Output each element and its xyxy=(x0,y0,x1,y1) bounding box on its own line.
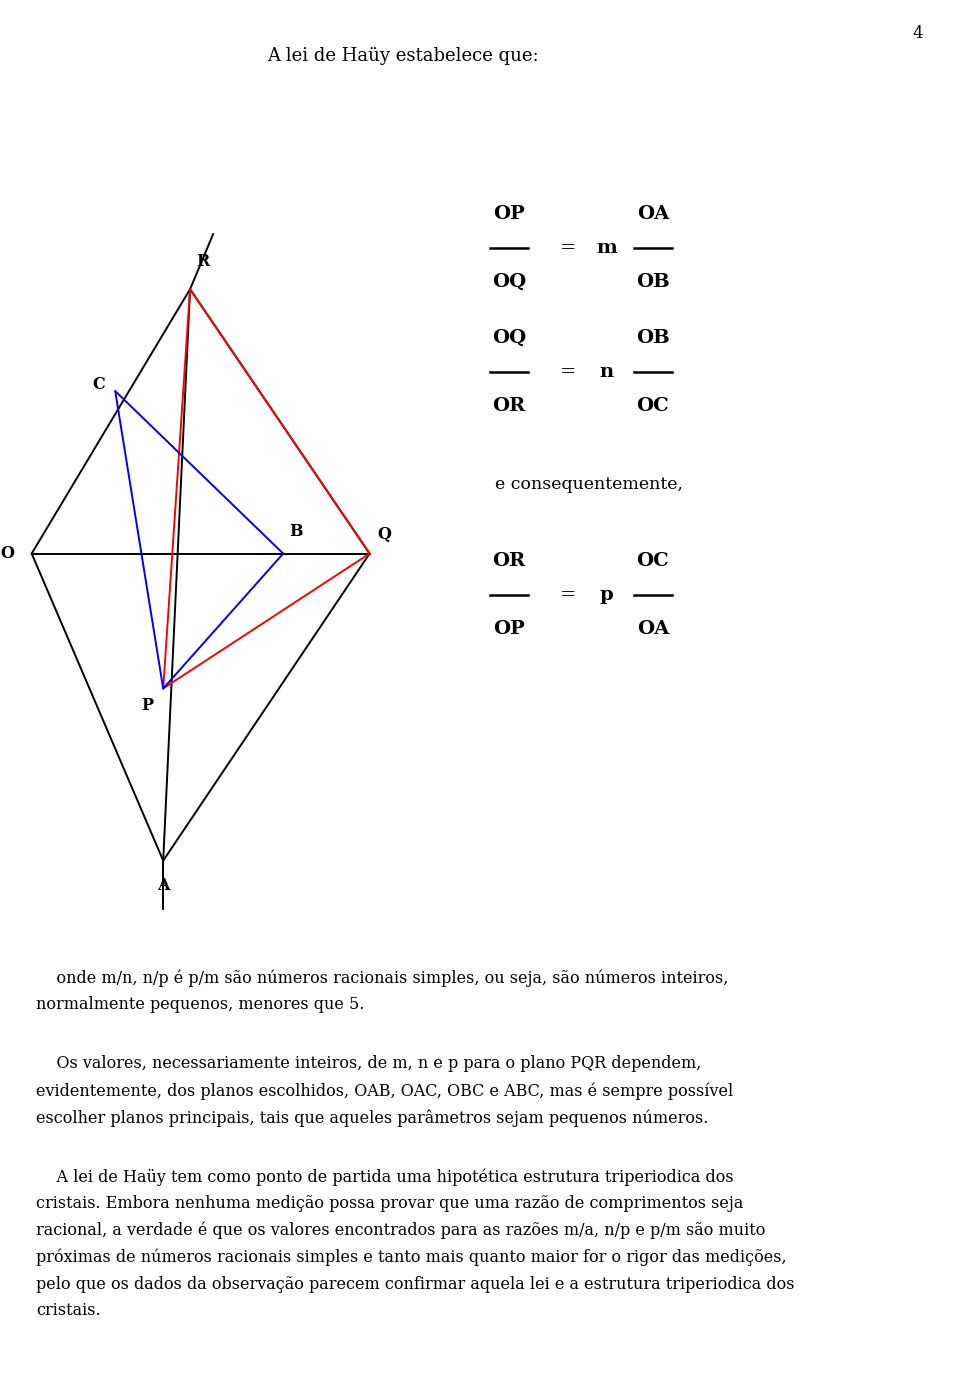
Text: OR: OR xyxy=(492,397,525,414)
Text: OQ: OQ xyxy=(492,273,526,291)
Text: OP: OP xyxy=(492,620,525,638)
Text: OC: OC xyxy=(636,552,669,570)
Text: OA: OA xyxy=(636,205,669,223)
Text: Q: Q xyxy=(377,526,392,543)
Text: OP: OP xyxy=(492,205,525,223)
Text: m: m xyxy=(596,238,617,257)
Text: pelo que os dados da observação parecem confirmar aquela lei e a estrutura tripe: pelo que os dados da observação parecem … xyxy=(36,1275,795,1293)
Text: R: R xyxy=(196,253,209,270)
Text: B: B xyxy=(289,523,302,540)
Text: =: = xyxy=(560,362,577,381)
Text: O: O xyxy=(0,545,14,562)
Text: Os valores, necessariamente inteiros, de m, n e p para o plano PQR dependem,: Os valores, necessariamente inteiros, de… xyxy=(36,1055,702,1073)
Text: P: P xyxy=(142,697,154,713)
Text: =: = xyxy=(560,238,577,257)
Text: OC: OC xyxy=(636,397,669,414)
Text: C: C xyxy=(93,376,106,392)
Text: próximas de números racionais simples e tanto mais quanto maior for o rigor das : próximas de números racionais simples e … xyxy=(36,1249,787,1267)
Text: cristais.: cristais. xyxy=(36,1303,101,1319)
Text: OB: OB xyxy=(636,273,670,291)
Text: racional, a verdade é que os valores encontrados para as razões m/a, n/p e p/m s: racional, a verdade é que os valores enc… xyxy=(36,1221,766,1239)
Text: A lei de Haüy tem como ponto de partida uma hipotética estrutura triperiodica do: A lei de Haüy tem como ponto de partida … xyxy=(36,1168,734,1186)
Text: OQ: OQ xyxy=(492,329,526,347)
Text: evidentemente, dos planos escolhidos, OAB, OAC, OBC e ABC, mas é sempre possível: evidentemente, dos planos escolhidos, OA… xyxy=(36,1082,733,1100)
Text: =: = xyxy=(560,585,577,605)
Text: p: p xyxy=(600,585,613,605)
Text: OB: OB xyxy=(636,329,670,347)
Text: 4: 4 xyxy=(913,25,924,41)
Text: n: n xyxy=(600,362,613,381)
Text: onde m/n, n/p é p/m são números racionais simples, ou seja, são números inteiros: onde m/n, n/p é p/m são números racionai… xyxy=(36,969,729,987)
Text: e consequentemente,: e consequentemente, xyxy=(495,476,684,493)
Text: escolher planos principais, tais que aqueles parâmetros sejam pequenos números.: escolher planos principais, tais que aqu… xyxy=(36,1108,708,1126)
Text: normalmente pequenos, menores que 5.: normalmente pequenos, menores que 5. xyxy=(36,997,365,1013)
Text: A: A xyxy=(156,877,170,894)
Text: A lei de Haüy estabelece que:: A lei de Haüy estabelece que: xyxy=(268,47,539,65)
Text: OA: OA xyxy=(636,620,669,638)
Text: cristais. Embora nenhuma medição possa provar que uma razão de comprimentos seja: cristais. Embora nenhuma medição possa p… xyxy=(36,1195,744,1212)
Text: OR: OR xyxy=(492,552,525,570)
